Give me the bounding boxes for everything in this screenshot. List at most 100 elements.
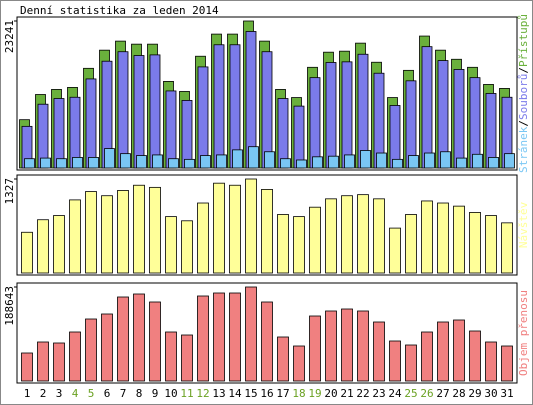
- bar: [437, 202, 449, 274]
- bar: [53, 215, 65, 274]
- bar: [469, 212, 481, 274]
- bar: [181, 334, 193, 382]
- bar: [408, 155, 419, 169]
- bar: [184, 158, 195, 169]
- bar: [165, 216, 177, 274]
- bar: [213, 44, 225, 169]
- bar: [488, 157, 499, 169]
- bar: [181, 100, 193, 169]
- legend-entry: Souborů: [517, 74, 530, 120]
- x-tick-label: 2: [40, 387, 47, 400]
- bar: [405, 80, 417, 169]
- bar: [405, 214, 417, 274]
- bar: [501, 222, 513, 274]
- bar: [293, 216, 305, 274]
- y-max-label: 1327: [3, 178, 16, 205]
- bar: [325, 198, 337, 274]
- x-tick-label: 9: [152, 387, 159, 400]
- bar: [360, 150, 371, 169]
- x-tick-label: 22: [356, 387, 369, 400]
- bar: [437, 321, 449, 382]
- legend: Stránek/Souborů/Přístupů: [517, 14, 530, 173]
- legend-entry: Návštěv: [517, 201, 530, 248]
- bar: [37, 219, 49, 274]
- bar: [485, 93, 497, 169]
- bar: [85, 318, 97, 382]
- x-tick-label: 7: [120, 387, 127, 400]
- bar: [293, 105, 305, 169]
- x-tick-label: 26: [420, 387, 433, 400]
- bar: [229, 184, 241, 274]
- bar: [216, 154, 227, 169]
- bar: [469, 330, 481, 382]
- bar: [389, 340, 401, 382]
- bar: [293, 345, 305, 382]
- bar: [85, 191, 97, 274]
- bar: [328, 155, 339, 169]
- bar: [456, 157, 467, 169]
- bar: [485, 341, 497, 382]
- legend-separator: /: [517, 67, 530, 74]
- bar: [472, 153, 483, 169]
- x-tick-label: 17: [276, 387, 289, 400]
- bar: [229, 292, 241, 382]
- legend-separator: /: [517, 120, 530, 127]
- bar: [421, 200, 433, 274]
- bar: [101, 195, 113, 274]
- bar: [37, 341, 49, 382]
- bar: [53, 98, 65, 169]
- bar: [40, 157, 51, 169]
- bar: [197, 295, 209, 382]
- bar: [149, 54, 161, 169]
- x-tick-label: 31: [500, 387, 513, 400]
- bar: [104, 148, 115, 169]
- bar: [312, 156, 323, 169]
- x-tick-label: 8: [136, 387, 143, 400]
- bar: [453, 205, 465, 274]
- bar: [280, 158, 291, 169]
- x-tick-label: 21: [340, 387, 353, 400]
- bar: [264, 151, 275, 169]
- bar: [373, 198, 385, 274]
- x-tick-label: 12: [196, 387, 209, 400]
- bar: [245, 286, 257, 382]
- bar: [261, 301, 273, 382]
- x-tick-label: 20: [324, 387, 337, 400]
- bar: [197, 66, 209, 169]
- x-tick-label: 10: [164, 387, 177, 400]
- bar: [117, 296, 129, 382]
- x-tick-label: 19: [308, 387, 321, 400]
- bar: [117, 51, 129, 169]
- x-tick-label: 29: [468, 387, 481, 400]
- bar: [501, 345, 513, 382]
- bar: [21, 352, 33, 382]
- bar: [296, 159, 307, 169]
- x-tick-label: 14: [228, 387, 242, 400]
- bar: [440, 151, 451, 169]
- bar: [213, 182, 225, 274]
- bar: [341, 195, 353, 274]
- x-tick-label: 25: [404, 387, 417, 400]
- bar: [117, 190, 129, 274]
- bar: [152, 154, 163, 169]
- bar: [376, 152, 387, 169]
- bar: [341, 61, 353, 169]
- bar: [389, 105, 401, 169]
- bar: [261, 189, 273, 274]
- x-tick-label: 5: [88, 387, 95, 400]
- bar: [424, 152, 435, 169]
- bar: [277, 336, 289, 382]
- legend-entry: Objem přenosu: [517, 290, 530, 376]
- x-tick-label: 15: [244, 387, 257, 400]
- bar: [277, 214, 289, 274]
- bar: [85, 78, 97, 169]
- bar: [405, 344, 417, 382]
- legend: Návštěv: [517, 201, 530, 248]
- bar: [200, 155, 211, 169]
- x-tick-label: 6: [104, 387, 111, 400]
- bar: [245, 178, 257, 274]
- x-tick-label: 3: [56, 387, 63, 400]
- legend-entry: Přístupů: [517, 14, 530, 67]
- x-tick-label: 27: [436, 387, 449, 400]
